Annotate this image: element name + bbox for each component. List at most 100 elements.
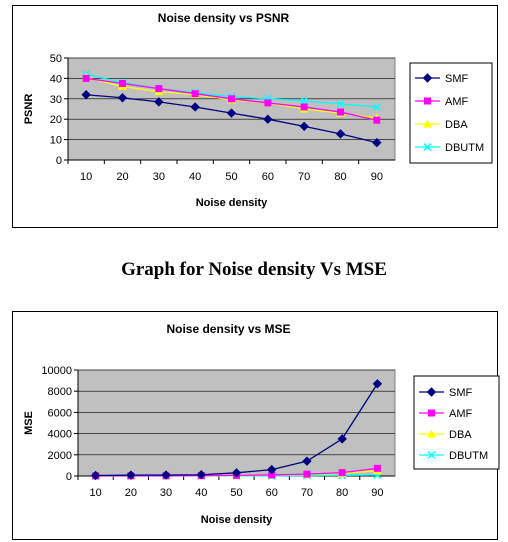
legend: SMF AMF DBA DBUTM [413, 375, 500, 470]
y-axis-title: PSNR [23, 94, 35, 125]
legend-marker [424, 97, 431, 105]
y-axis-title: MSE [23, 411, 35, 435]
y-tick-label: 40 [50, 73, 62, 85]
data-point [155, 85, 163, 93]
data-point [82, 74, 90, 82]
data-point [335, 129, 346, 139]
legend-label: DBA [449, 429, 472, 441]
x-tick-label: 30 [153, 171, 165, 183]
x-tick-label: 50 [225, 171, 237, 183]
chart-2: Noise density vs MSE 0 2000 4000 6000 8000 100… [12, 311, 500, 540]
y-tick-label: 0 [56, 155, 62, 167]
data-point [373, 464, 381, 472]
x-tick-label: 40 [189, 171, 201, 183]
x-tick-label: 70 [301, 487, 313, 499]
legend-item-dba: DBA [415, 119, 468, 131]
y-tick-label: 0 [66, 471, 72, 483]
data-point [196, 470, 206, 480]
x-tick-label: 10 [80, 171, 92, 183]
x-tick-label: 70 [298, 171, 310, 183]
data-point [228, 95, 235, 103]
data-point [299, 121, 309, 132]
legend-label: SMF [449, 387, 473, 399]
chart-title: Noise density vs MSE [166, 322, 290, 336]
legend-marker [427, 450, 436, 460]
legend-label: DBA [445, 119, 468, 131]
legend-item-amf: AMF [415, 96, 469, 108]
legend-label: DBUTM [445, 142, 484, 154]
x-tick-label: 90 [371, 487, 383, 499]
data-point [337, 108, 344, 116]
data-point [373, 116, 381, 124]
data-point [154, 97, 164, 107]
legend-marker [423, 142, 432, 152]
data-point [302, 456, 312, 466]
data-point [268, 471, 276, 479]
x-tick-label: 90 [371, 171, 383, 183]
x-tick-label: 20 [125, 487, 137, 499]
caption-text: Graph for Noise density Vs MSE [121, 259, 387, 280]
y-tick-label: 10000 [41, 365, 72, 377]
x-tick-label: 30 [160, 487, 172, 499]
y-tick-label: 30 [50, 94, 62, 106]
x-tick-label: 80 [334, 171, 346, 183]
data-point [300, 96, 309, 105]
series-amf [82, 74, 381, 124]
x-tick-label: 60 [262, 171, 274, 183]
legend-item-dbutm: DBUTM [415, 142, 484, 154]
legend-item-smf: SMF [419, 387, 473, 399]
legend-item-dbutm: DBUTM [419, 450, 488, 462]
data-point [119, 80, 126, 87]
data-point [303, 470, 311, 478]
series-smf [81, 90, 382, 148]
x-axis-title: Noise density [201, 514, 273, 526]
data-point [337, 434, 347, 444]
y-tick-label: 2000 [48, 450, 72, 462]
data-point [161, 470, 171, 480]
x-tick-label: 10 [89, 487, 101, 499]
plot-area [77, 369, 396, 477]
legend-item-dba: DBA [419, 429, 472, 441]
legend-label: SMF [445, 73, 469, 85]
x-tick-label: 60 [266, 487, 278, 499]
data-point [372, 102, 381, 111]
series-smf [90, 379, 383, 481]
data-point [336, 99, 345, 108]
legend-marker [427, 429, 436, 438]
legend-box [409, 62, 493, 164]
data-point [264, 99, 272, 107]
legend-item-smf: SMF [415, 73, 469, 85]
data-point [300, 103, 308, 111]
y-tick-label: 6000 [48, 407, 72, 419]
chart-title: Noise density vs PSNR [158, 11, 290, 25]
legend-marker [426, 387, 437, 397]
data-point [117, 93, 128, 103]
legend-marker [428, 409, 435, 417]
legend-label: DBUTM [449, 450, 488, 462]
data-point [81, 90, 91, 100]
data-point [190, 102, 200, 112]
data-point [191, 90, 199, 98]
data-point [372, 379, 383, 389]
data-point [267, 464, 277, 475]
data-point [263, 114, 273, 124]
data-point [126, 470, 136, 480]
data-point [372, 137, 382, 148]
data-point [90, 470, 101, 481]
data-point [231, 468, 242, 478]
x-tick-label: 20 [116, 171, 128, 183]
x-axis-title: Noise density [196, 197, 268, 209]
legend-marker [423, 119, 432, 128]
x-tick-label: 80 [336, 487, 348, 499]
legend-marker [422, 73, 433, 83]
y-tick-label: 10 [50, 135, 62, 147]
legend-item-amf: AMF [419, 408, 473, 420]
chart-1: Noise density vs PSNR 0 10 20 30 40 50 10 20 30 40… [12, 5, 498, 228]
legend-label: AMF [445, 96, 469, 108]
y-tick-label: 20 [50, 114, 62, 126]
data-point [226, 108, 237, 118]
legend-label: AMF [449, 408, 473, 420]
legend: SMF AMF DBA DBUTM [409, 62, 493, 164]
x-tick-label: 50 [230, 487, 242, 499]
